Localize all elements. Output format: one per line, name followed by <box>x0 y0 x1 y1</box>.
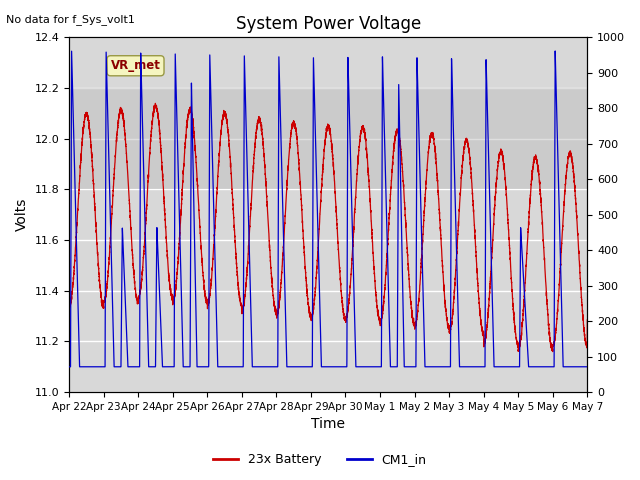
Legend: 23x Battery, CM1_in: 23x Battery, CM1_in <box>208 448 432 471</box>
Title: System Power Voltage: System Power Voltage <box>236 15 421 33</box>
Text: VR_met: VR_met <box>111 59 161 72</box>
Y-axis label: Volts: Volts <box>15 198 29 231</box>
Bar <box>69 88 588 190</box>
Text: No data for f_Sys_volt1: No data for f_Sys_volt1 <box>6 14 135 25</box>
X-axis label: Time: Time <box>311 418 345 432</box>
